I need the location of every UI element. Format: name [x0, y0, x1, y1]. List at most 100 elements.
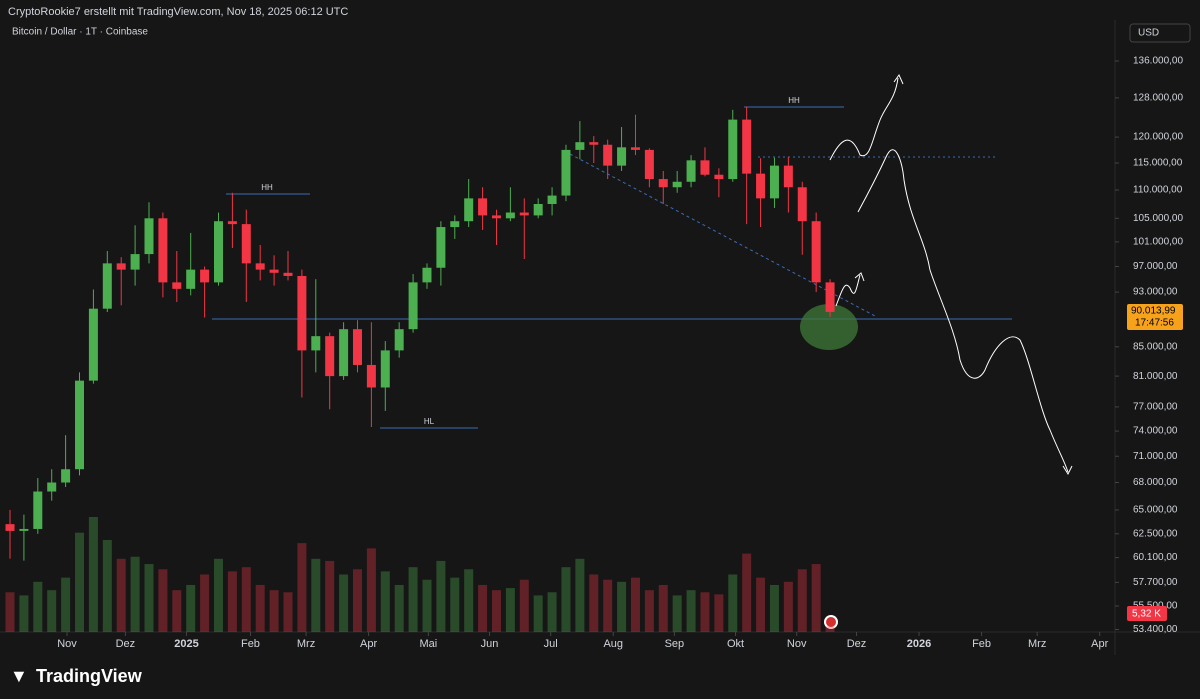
candle-body — [19, 528, 29, 531]
x-tick-label: Nov — [787, 638, 807, 650]
volume-bar — [422, 579, 432, 632]
volume-bar — [255, 584, 265, 632]
volume-bar — [102, 540, 112, 632]
candle-body — [644, 149, 654, 180]
volume-bar — [158, 569, 168, 632]
volume-bar — [366, 548, 376, 632]
y-tick-label: 60.100,00 — [1133, 552, 1178, 563]
annotation: HL — [424, 417, 435, 426]
candle-body — [630, 147, 640, 150]
volume-bar — [617, 581, 627, 632]
candle-body — [700, 160, 710, 175]
volume-bar — [47, 590, 57, 632]
candle-body — [408, 282, 418, 330]
candle-body — [533, 203, 543, 216]
volume-bar — [130, 556, 140, 632]
x-tick-label: Nov — [57, 638, 77, 650]
candle-body — [213, 221, 223, 283]
volume-bar — [811, 564, 821, 632]
candle-body — [783, 165, 793, 188]
candle-body — [561, 149, 571, 196]
candle-body — [672, 181, 682, 188]
volume-bar — [241, 567, 251, 632]
volume-bar — [297, 543, 307, 632]
arrow-path — [835, 274, 861, 307]
candle-body — [380, 350, 390, 388]
candle-body — [172, 282, 182, 289]
arrow-path — [829, 77, 899, 161]
arrow-head — [854, 272, 865, 282]
volume-bar — [491, 590, 501, 632]
candle-body — [505, 212, 515, 219]
volume-bar — [825, 626, 835, 632]
candle-body — [658, 179, 668, 188]
volume-bar — [589, 574, 599, 632]
volume-last-label: 5,32 K — [1132, 609, 1161, 620]
candle-body — [811, 221, 821, 283]
volume-bar — [658, 584, 668, 632]
volume-bar — [33, 581, 43, 632]
volume-bar — [519, 579, 529, 632]
volume-bar — [742, 553, 752, 632]
candle-body — [464, 198, 474, 222]
y-tick-label: 68.000,00 — [1133, 477, 1178, 488]
volume-bar — [464, 569, 474, 632]
y-tick-label: 93.000,00 — [1133, 287, 1178, 298]
x-tick-label: 2026 — [907, 638, 931, 650]
candle-body — [102, 263, 112, 309]
volume-bar — [478, 584, 488, 632]
highlight-ellipse — [800, 304, 858, 350]
x-tick-label: Aug — [603, 638, 623, 650]
candle-body — [450, 221, 460, 228]
candle-body — [269, 269, 279, 273]
volume-bar — [505, 588, 515, 632]
volume-bar — [269, 590, 279, 632]
volume-bar — [200, 574, 210, 632]
volume-bar — [283, 592, 293, 632]
footer-logo: TradingView — [36, 666, 143, 686]
candle-body — [47, 482, 57, 492]
candle-body — [366, 364, 376, 388]
volume-bar — [311, 558, 321, 632]
candle-body — [394, 329, 404, 351]
candle-body — [75, 380, 85, 470]
annotation: HH — [261, 183, 273, 192]
x-tick-label: Dez — [847, 638, 867, 650]
volume-bar — [575, 558, 585, 632]
y-tick-label: 53.400,00 — [1133, 624, 1178, 635]
volume-bar — [700, 592, 710, 632]
header: CryptoRookie7 erstellt mit TradingView.c… — [8, 6, 348, 18]
x-tick-label: Jul — [544, 638, 558, 650]
x-tick-label: 2025 — [174, 638, 198, 650]
candle-body — [325, 336, 335, 377]
y-tick-label: 97.000,00 — [1133, 261, 1178, 272]
hand-drawings — [829, 73, 1073, 476]
x-tick-label: Dez — [116, 638, 136, 650]
logo-mark: ▼ — [10, 666, 28, 686]
volume-bar — [756, 577, 766, 632]
y-tick-label: 110.000,00 — [1133, 185, 1183, 196]
volume-bar — [686, 590, 696, 632]
chart-title: Bitcoin / Dollar · 1T · Coinbase — [12, 27, 148, 38]
volume-bar — [88, 517, 98, 632]
currency: USD — [1138, 28, 1159, 39]
volume-bar — [116, 558, 126, 632]
candle-body — [742, 119, 752, 174]
candle-body — [352, 329, 362, 365]
y-tick-label: 120.000,00 — [1133, 132, 1183, 143]
y-tick-label: 115.000,00 — [1133, 158, 1183, 169]
x-tick-label: Apr — [360, 638, 377, 650]
arrow-path — [857, 149, 1069, 473]
volume-bar — [533, 595, 543, 632]
candle-body — [603, 144, 613, 166]
candle-body — [756, 173, 766, 199]
x-tick-label: Feb — [241, 638, 260, 650]
volume-bar — [603, 579, 613, 632]
candle-body — [5, 524, 15, 531]
y-tick-label: 81.000,00 — [1133, 371, 1178, 382]
candle-body — [186, 269, 196, 289]
candle-body — [200, 269, 210, 283]
candle-body — [339, 329, 349, 377]
candle-body — [241, 224, 251, 264]
